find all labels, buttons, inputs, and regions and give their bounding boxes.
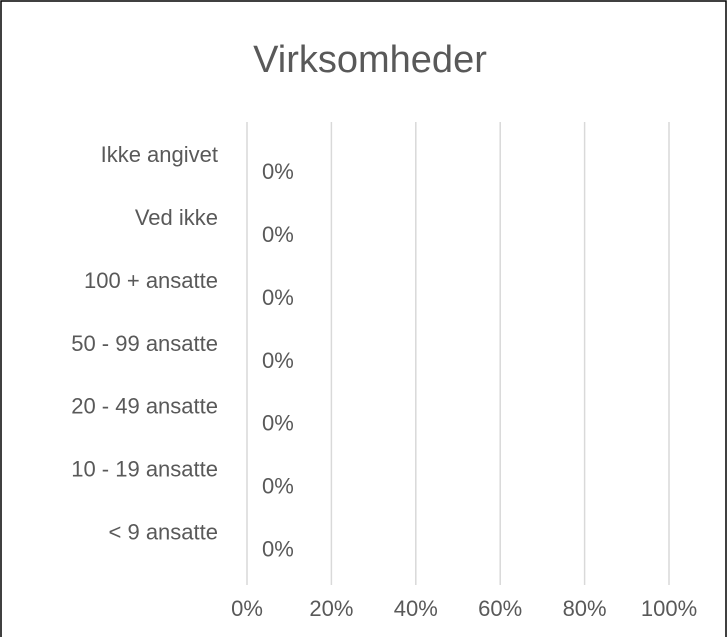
value-label: 0% [262, 285, 294, 310]
y-tick-label: Ikke angivet [101, 142, 218, 167]
value-label: 0% [262, 222, 294, 247]
x-tick-label: 100% [641, 596, 697, 621]
x-tick-label: 40% [394, 596, 438, 621]
y-tick-label: 100 + ansatte [84, 268, 218, 293]
value-label: 0% [262, 411, 294, 436]
value-label: 0% [262, 159, 294, 184]
y-tick-label: 50 - 99 ansatte [71, 331, 218, 356]
chart-title: Virksomheder [253, 39, 487, 81]
y-tick-label: 20 - 49 ansatte [71, 394, 218, 419]
x-tick-label: 0% [231, 596, 263, 621]
x-tick-label: 20% [309, 596, 353, 621]
value-label: 0% [262, 348, 294, 373]
x-tick-label: 80% [563, 596, 607, 621]
y-tick-label: < 9 ansatte [109, 519, 218, 544]
y-tick-label: Ved ikke [135, 205, 218, 230]
value-label: 0% [262, 474, 294, 499]
y-tick-label: 10 - 19 ansatte [71, 457, 218, 482]
value-label: 0% [262, 536, 294, 561]
x-tick-label: 60% [478, 596, 522, 621]
